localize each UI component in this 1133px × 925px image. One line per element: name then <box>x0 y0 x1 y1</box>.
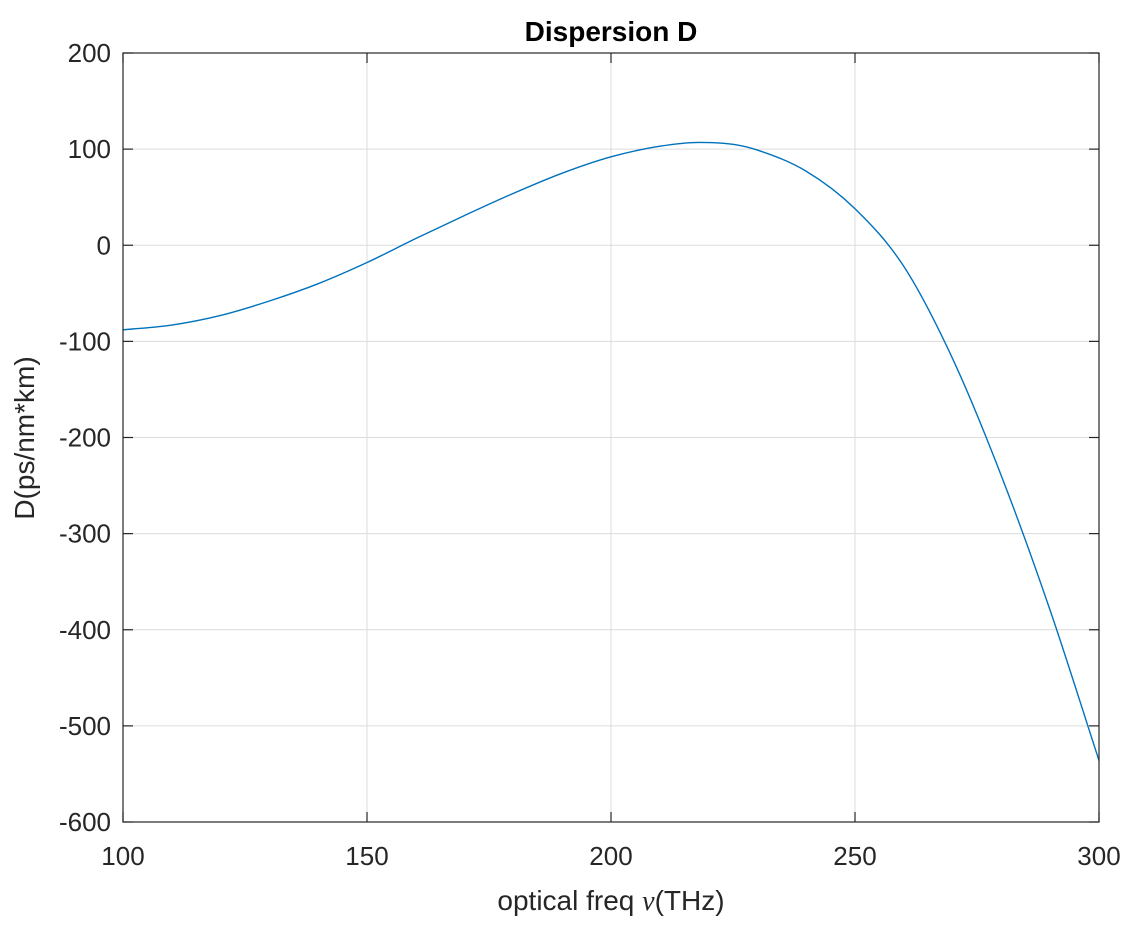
x-tick-labels: 100 150 200 250 300 <box>101 841 1120 871</box>
x-tick-label: 100 <box>101 841 144 871</box>
y-tick-label: 0 <box>97 230 111 260</box>
y-tick-label: -100 <box>59 326 111 356</box>
y-tick-label: 200 <box>68 38 111 68</box>
y-tick-label: -300 <box>59 519 111 549</box>
series-line <box>122 141 1100 761</box>
x-tick-label: 200 <box>589 841 632 871</box>
y-tick-labels: -600 -500 -400 -300 -200 -100 0 100 200 <box>59 38 111 837</box>
y-tick-label: 100 <box>68 134 111 164</box>
y-tick-label: -200 <box>59 423 111 453</box>
y-tick-label: -500 <box>59 711 111 741</box>
tick-marks <box>122 52 1100 823</box>
x-tick-label: 150 <box>345 841 388 871</box>
x-axis-title-prefix: optical freq <box>497 885 642 916</box>
x-axis-title-symbol: ν <box>642 886 655 917</box>
chart-title: Dispersion D <box>525 16 698 47</box>
x-tick-label: 300 <box>1077 841 1120 871</box>
grid-lines <box>122 52 1100 823</box>
y-tick-label: -600 <box>59 807 111 837</box>
y-axis-title: D(ps/nm*km) <box>9 356 40 519</box>
y-tick-label: -400 <box>59 615 111 645</box>
x-axis-title: optical freq ν(THz) <box>497 885 724 917</box>
x-axis-title-suffix: (THz) <box>655 885 725 916</box>
series-layer <box>122 141 1100 761</box>
x-tick-label: 250 <box>833 841 876 871</box>
